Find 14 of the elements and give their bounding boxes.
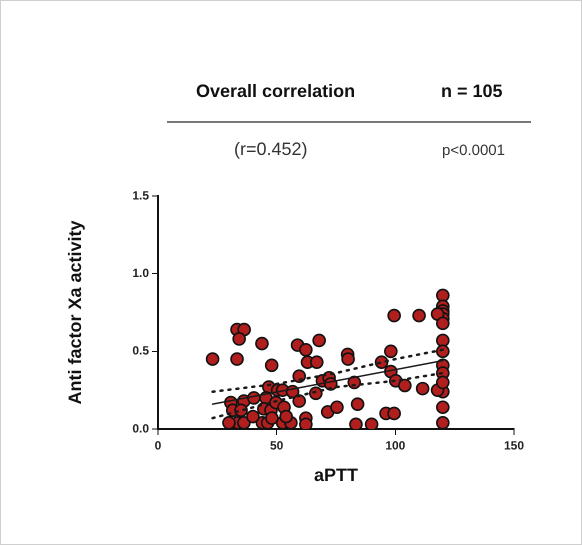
chart-title: Overall correlation <box>196 81 356 102</box>
y-tick-label: 0.0 <box>132 421 150 436</box>
text: n = 105 <box>441 81 503 102</box>
y-axis-title: Anti factor Xa activity <box>64 220 85 405</box>
y-tick-label: 1.5 <box>132 188 150 202</box>
text: p<0.0001 <box>442 142 505 159</box>
text: (r=0.452) <box>234 139 308 160</box>
x-tick-label: 150 <box>504 438 524 453</box>
y-tick-label: 1.0 <box>132 266 150 280</box>
x-tick-label: 0 <box>154 438 162 453</box>
x-tick-label: 50 <box>270 438 284 453</box>
y-tick-label: 0.5 <box>132 344 150 358</box>
x-axis-title: aPTT <box>314 465 358 486</box>
x-tick-label: 100 <box>385 438 406 453</box>
